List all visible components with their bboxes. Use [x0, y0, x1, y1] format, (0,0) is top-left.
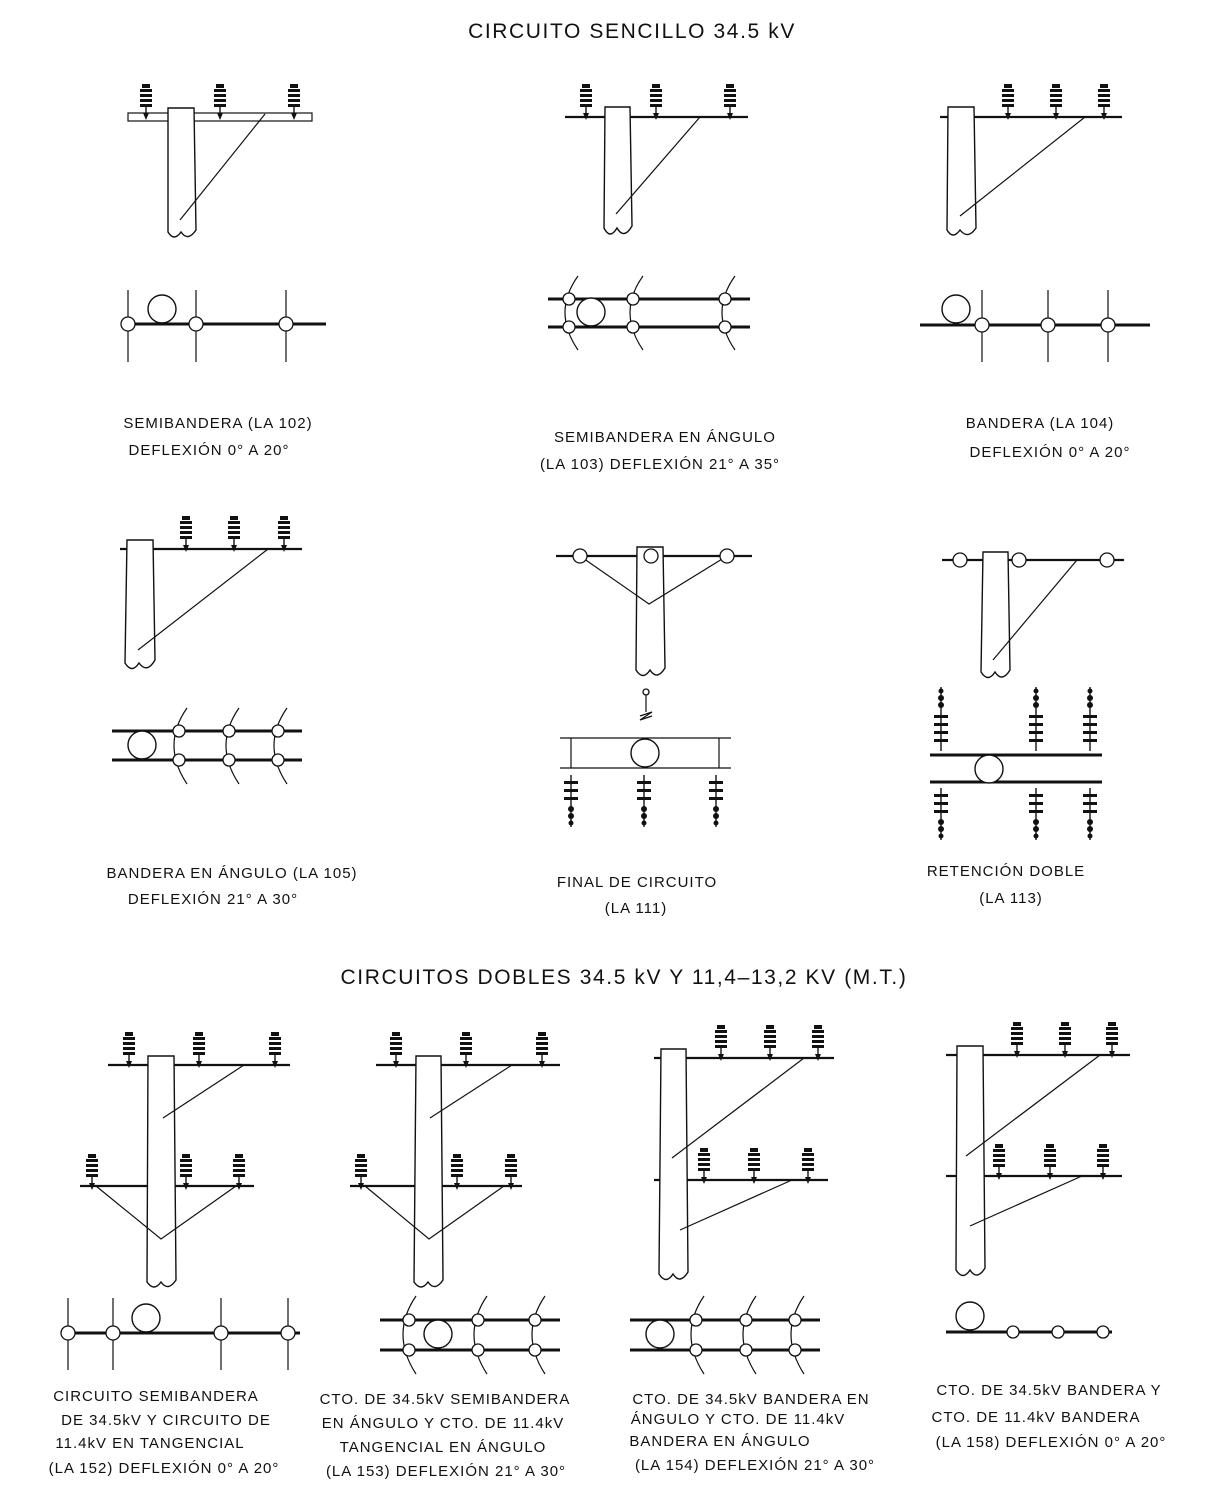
la104-caption-line1: BANDERA (LA 104) [966, 415, 1115, 432]
la153-caption-line3: TANGENCIAL EN ÁNGULO [340, 1439, 547, 1456]
la111-caption-line2: (LA 111) [605, 900, 667, 917]
la152-caption-line4: (LA 152) DEFLEXIÓN 0° A 20° [49, 1460, 280, 1477]
insulator-icon [122, 1031, 136, 1069]
la152-plan [60, 1298, 300, 1370]
insulator-icon [1028, 787, 1044, 841]
insulator-icon [747, 1147, 761, 1185]
insulator-icon [232, 1153, 246, 1191]
insulator-icon [1082, 686, 1098, 752]
la153-caption-line2: EN ÁNGULO Y CTO. DE 11.4kV [322, 1415, 564, 1432]
la102-caption-line1: SEMIBANDERA (LA 102) [123, 415, 312, 432]
la103-elevation [565, 83, 748, 235]
insulator-icon [459, 1031, 473, 1069]
insulator-icon [1001, 83, 1015, 121]
insulator-icon [811, 1024, 825, 1062]
la103-plan [548, 275, 750, 351]
insulator-icon [268, 1031, 282, 1069]
la113-plan [930, 686, 1102, 841]
la105-caption-line1: BANDERA EN ÁNGULO (LA 105) [106, 865, 357, 882]
insulator-icon [1058, 1021, 1072, 1059]
single-circuit-heading: CIRCUITO SENCILLO 34.5 kV [468, 20, 796, 43]
insulator-icon [1097, 83, 1111, 121]
la113-elevation [942, 551, 1124, 679]
insulator-icon [179, 515, 193, 553]
insulator-icon [192, 1031, 206, 1069]
la153-caption-line1: CTO. DE 34.5kV SEMIBANDERA [320, 1391, 571, 1408]
la113-caption-line2: (LA 113) [979, 890, 1043, 907]
la105-plan [112, 707, 302, 785]
la153-plan [380, 1295, 560, 1375]
insulator-icon [763, 1024, 777, 1062]
la111-caption-line1: FINAL DE CIRCUITO [557, 874, 717, 891]
insulator-icon [801, 1147, 815, 1185]
insulator-icon [723, 83, 737, 121]
la154-plan [630, 1295, 820, 1375]
la152-caption-line2: DE 34.5kV Y CIRCUITO DE [61, 1412, 271, 1429]
insulator-icon [933, 787, 949, 841]
la104-plan [920, 290, 1150, 362]
la154-caption-line2: ÁNGULO Y CTO. DE 11.4kV [631, 1411, 845, 1428]
la152-elevation [80, 1031, 290, 1288]
la111-elevation [556, 546, 752, 677]
insulator-icon [697, 1147, 711, 1185]
la153-elevation [350, 1031, 560, 1288]
insulator-icon [933, 686, 949, 752]
insulator-icon [563, 774, 579, 828]
la154-elevation [654, 1024, 834, 1281]
la158-caption-line1: CTO. DE 34.5kV BANDERA Y [936, 1382, 1161, 1399]
insulator-icon [535, 1031, 549, 1069]
la158-caption-line3: (LA 158) DEFLEXIÓN 0° A 20° [936, 1434, 1167, 1451]
insulator-icon [389, 1031, 403, 1069]
insulator-icon [179, 1153, 193, 1191]
la158-elevation [946, 1021, 1130, 1277]
insulator-icon [85, 1153, 99, 1191]
insulator-icon [992, 1143, 1006, 1181]
la152-caption-line3: 11.4kV EN TANGENCIAL [55, 1435, 244, 1452]
la154-caption-line4: (LA 154) DEFLEXIÓN 21° A 30° [635, 1457, 875, 1474]
la102-plan [120, 290, 326, 362]
insulator-icon [1082, 787, 1098, 841]
insulator-icon [1043, 1143, 1057, 1181]
la111-plan [560, 688, 731, 828]
insulator-icon [450, 1153, 464, 1191]
la152-caption-line1: CIRCUITO SEMIBANDERA [53, 1388, 259, 1405]
insulator-icon [504, 1153, 518, 1191]
double-circuit-heading: CIRCUITOS DOBLES 34.5 kV Y 11,4–13,2 KV … [341, 966, 908, 989]
insulator-icon [227, 515, 241, 553]
la103-caption-line1: SEMIBANDERA EN ÁNGULO [554, 429, 776, 446]
insulator-icon [714, 1024, 728, 1062]
insulator-icon [1010, 1021, 1024, 1059]
la154-caption-line3: BANDERA EN ÁNGULO [629, 1433, 810, 1450]
insulator-icon [1105, 1021, 1119, 1059]
la153-caption-line4: (LA 153) DEFLEXIÓN 21° A 30° [326, 1463, 566, 1480]
la105-caption-line2: DEFLEXIÓN 21° A 30° [128, 891, 298, 908]
insulator-icon [708, 774, 724, 828]
la113-caption-line1: RETENCIÓN DOBLE [927, 863, 1085, 880]
insulator-icon [1049, 83, 1063, 121]
la103-caption-line2: (LA 103) DEFLEXIÓN 21° A 35° [540, 456, 780, 473]
la105-elevation [120, 515, 302, 670]
la154-caption-line1: CTO. DE 34.5kV BANDERA EN [632, 1391, 869, 1408]
la104-caption-line2: DEFLEXIÓN 0° A 20° [970, 444, 1131, 461]
la102-caption-line2: DEFLEXIÓN 0° A 20° [129, 442, 290, 459]
insulator-icon [277, 515, 291, 553]
insulator-icon [649, 83, 663, 121]
insulator-icon [636, 774, 652, 828]
la104-elevation [940, 83, 1122, 236]
insulator-icon [579, 83, 593, 121]
la102-elevation [127, 83, 313, 238]
insulator-icon [1096, 1143, 1110, 1181]
la158-plan [946, 1301, 1112, 1339]
insulator-icon [354, 1153, 368, 1191]
insulator-icon [1028, 686, 1044, 752]
la158-caption-line2: CTO. DE 11.4kV BANDERA [931, 1409, 1140, 1426]
